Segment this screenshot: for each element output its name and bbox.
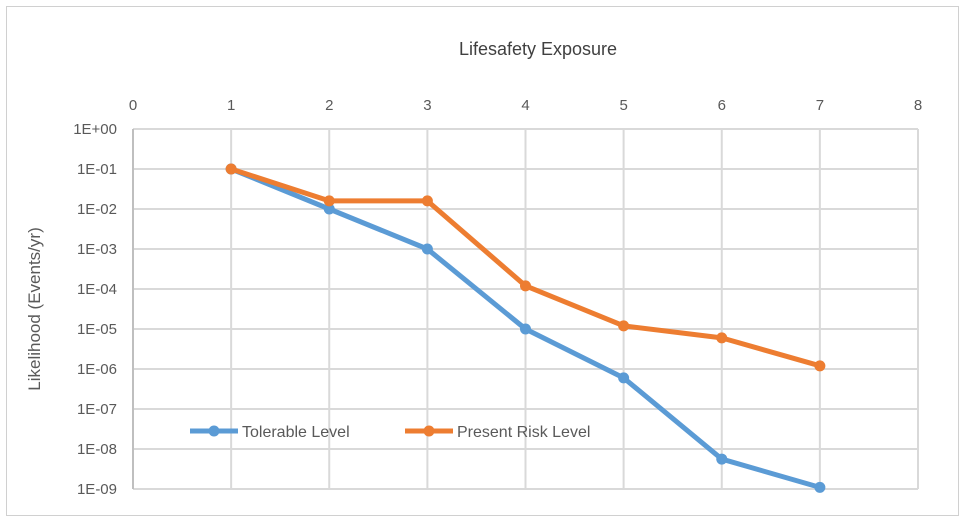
y-tick-label: 1E-05 (77, 321, 117, 338)
y-tick-label: 1E-04 (77, 281, 117, 298)
y-tick-label: 1E-06 (77, 361, 117, 378)
x-tick-label: 8 (914, 97, 922, 114)
x-tick-label: 3 (423, 97, 431, 114)
data-point (618, 320, 630, 332)
data-point (520, 323, 531, 335)
y-tick-label: 1E-09 (77, 481, 117, 498)
legend-label: Tolerable Level (242, 424, 350, 441)
data-point (520, 280, 531, 292)
data-point (716, 453, 728, 465)
data-point (421, 243, 433, 255)
data-point (323, 203, 335, 215)
data-point (814, 481, 826, 493)
chart-title: Lifesafety Exposure (459, 39, 617, 59)
x-tick-label: 5 (619, 97, 627, 114)
chart-frame (6, 6, 959, 516)
data-point (814, 360, 826, 372)
x-tick-label: 4 (521, 97, 529, 114)
x-tick-label: 0 (129, 97, 137, 114)
y-tick-label: 1E-08 (77, 441, 117, 458)
x-tick-label: 2 (325, 97, 333, 114)
legend-marker (423, 425, 435, 437)
legend-label: Present Risk Level (457, 424, 590, 441)
y-tick-label: 1E+00 (73, 121, 117, 138)
y-tick-label: 1E-02 (77, 201, 117, 218)
x-tick-label: 1 (227, 97, 235, 114)
y-axis-label: Likelihood (Events/yr) (25, 227, 44, 390)
legend-marker (208, 425, 220, 437)
data-point (225, 163, 237, 175)
data-point (716, 332, 728, 344)
y-tick-label: 1E-03 (77, 241, 117, 258)
x-tick-label: 6 (718, 97, 726, 114)
y-tick-label: 1E-01 (77, 161, 117, 178)
data-point (618, 372, 630, 384)
x-tick-label: 7 (816, 97, 824, 114)
data-point (323, 195, 335, 207)
y-tick-label: 1E-07 (77, 401, 117, 418)
data-point (421, 195, 433, 207)
